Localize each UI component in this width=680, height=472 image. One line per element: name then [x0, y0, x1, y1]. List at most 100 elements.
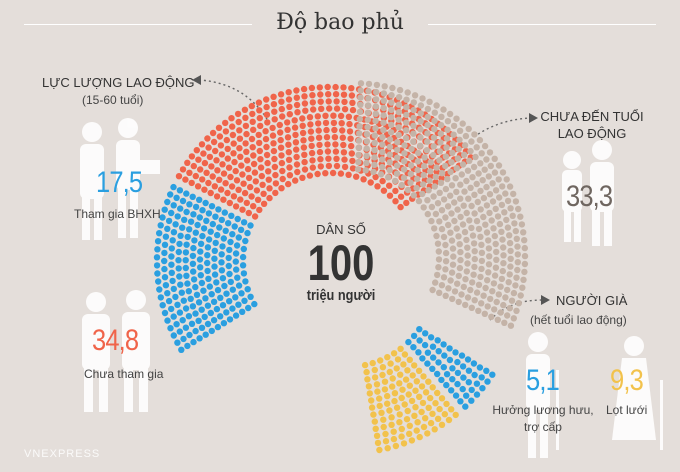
donut-dot	[172, 221, 179, 228]
donut-dot	[379, 156, 386, 163]
donut-dot	[436, 289, 443, 296]
donut-dot	[394, 146, 401, 154]
donut-dot	[264, 119, 271, 126]
donut-dot	[196, 214, 203, 221]
donut-dot	[170, 313, 177, 320]
donut-dot	[485, 173, 492, 180]
donut-dot	[402, 134, 410, 142]
donut-dot	[307, 121, 314, 128]
donut-dot	[468, 386, 475, 394]
donut-dot	[247, 183, 254, 191]
donut-dot	[218, 151, 226, 158]
donut-dot	[510, 190, 517, 198]
donut-dot	[440, 106, 447, 113]
donut-dot	[165, 217, 173, 225]
donut-dot	[317, 156, 324, 163]
donut-dot	[454, 380, 461, 388]
donut-dot	[293, 146, 300, 153]
donut-dot	[184, 159, 191, 166]
donut-dot	[432, 400, 439, 407]
donut-dot	[316, 148, 324, 156]
donut-dot	[454, 280, 461, 287]
donut-dot	[403, 416, 411, 423]
donut-dot	[398, 181, 405, 189]
donut-dot	[192, 283, 199, 291]
donut-dot	[223, 290, 230, 297]
donut-dot	[180, 297, 187, 304]
donut-dot	[404, 89, 411, 96]
donut-dot	[161, 274, 169, 281]
donut-dot	[438, 376, 445, 384]
donut-dot	[340, 141, 347, 149]
pension-label-line1: Hưởng lương hưu,	[492, 403, 594, 417]
donut-dot	[183, 190, 190, 197]
donut-dot	[202, 331, 209, 338]
donut-dot	[376, 446, 383, 454]
donut-dot	[391, 397, 398, 405]
donut-dot	[436, 405, 443, 413]
donut-dot	[236, 127, 243, 134]
donut-dot	[411, 412, 418, 419]
donut-dot	[332, 83, 339, 91]
donut-dot	[493, 256, 500, 263]
donut-dot	[415, 197, 423, 205]
donut-dot	[225, 254, 232, 262]
donut-dot	[257, 156, 264, 163]
donut-dot	[155, 278, 162, 285]
donut-dot	[478, 249, 486, 256]
donut-dot	[444, 203, 452, 210]
donut-dot	[470, 360, 478, 367]
donut-dot	[255, 99, 263, 106]
donut-dot	[353, 173, 360, 180]
donut-dot	[168, 305, 175, 313]
donut-dot	[374, 439, 382, 447]
donut-dot	[404, 407, 411, 415]
donut-dot	[371, 154, 378, 161]
donut-dot	[190, 162, 197, 170]
donut-dot	[256, 139, 263, 147]
donut-dot	[424, 349, 432, 356]
donut-dot	[237, 153, 244, 160]
donut-dot	[218, 267, 226, 274]
donut-dot	[262, 135, 270, 143]
donut-dot	[386, 182, 393, 189]
donut-dot	[220, 170, 228, 177]
donut-dot	[463, 268, 470, 275]
donut-dot	[504, 286, 511, 294]
donut-dot	[398, 394, 405, 402]
donut-dot	[176, 273, 183, 280]
donut-dot	[241, 189, 249, 197]
donut-dot	[226, 246, 233, 254]
donut-dot	[412, 404, 419, 411]
donut-dot	[495, 162, 503, 169]
donut-dot	[372, 125, 379, 132]
donut-dot	[317, 163, 324, 170]
donut-dot	[260, 190, 267, 197]
donut-dot	[389, 375, 396, 382]
donut-dot	[477, 233, 484, 240]
donut-dot	[161, 249, 168, 257]
donut-dot	[347, 135, 354, 142]
donut-dot	[293, 87, 300, 94]
donut-dot	[379, 364, 387, 371]
donut-dot	[279, 175, 286, 183]
donut-dot	[461, 188, 468, 195]
donut-dot	[208, 203, 216, 210]
donut-dot	[300, 137, 307, 144]
donut-dot	[417, 110, 424, 117]
donut-dot	[348, 85, 355, 92]
donut-dot	[154, 246, 161, 253]
donut-dot	[435, 359, 442, 366]
donut-dot	[214, 323, 222, 331]
donut-dot	[442, 266, 449, 273]
donut-dot	[424, 430, 431, 437]
donut-dot	[473, 217, 481, 225]
donut-dot	[396, 380, 403, 387]
donut-dot	[449, 365, 456, 372]
donut-dot	[491, 232, 498, 240]
donut-dot	[224, 145, 231, 153]
donut-dot	[286, 172, 294, 179]
donut-dot	[448, 237, 456, 244]
donut-dot	[373, 381, 381, 388]
donut-dot	[508, 297, 516, 304]
